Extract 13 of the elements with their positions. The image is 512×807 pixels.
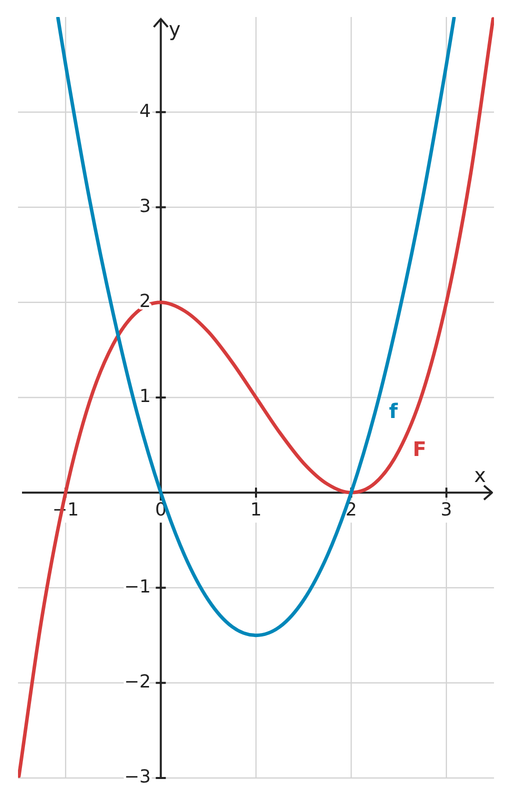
y-tick-label: 4 — [139, 100, 151, 122]
line-series — [56, 17, 456, 638]
y-tick-label: 1 — [139, 386, 151, 408]
series-label: f — [389, 398, 398, 423]
x-tick-label: 1 — [250, 499, 262, 520]
x-tick-label: 3 — [440, 499, 452, 520]
x-axis-title: x — [474, 462, 486, 487]
y-tick-label: −2 — [124, 672, 151, 693]
series-label: F — [412, 436, 426, 461]
y-axis-title: y — [168, 17, 181, 42]
y-tick-label: 3 — [139, 196, 151, 217]
y-tick-label: −1 — [124, 576, 151, 598]
y-tick-label: −3 — [124, 766, 151, 788]
